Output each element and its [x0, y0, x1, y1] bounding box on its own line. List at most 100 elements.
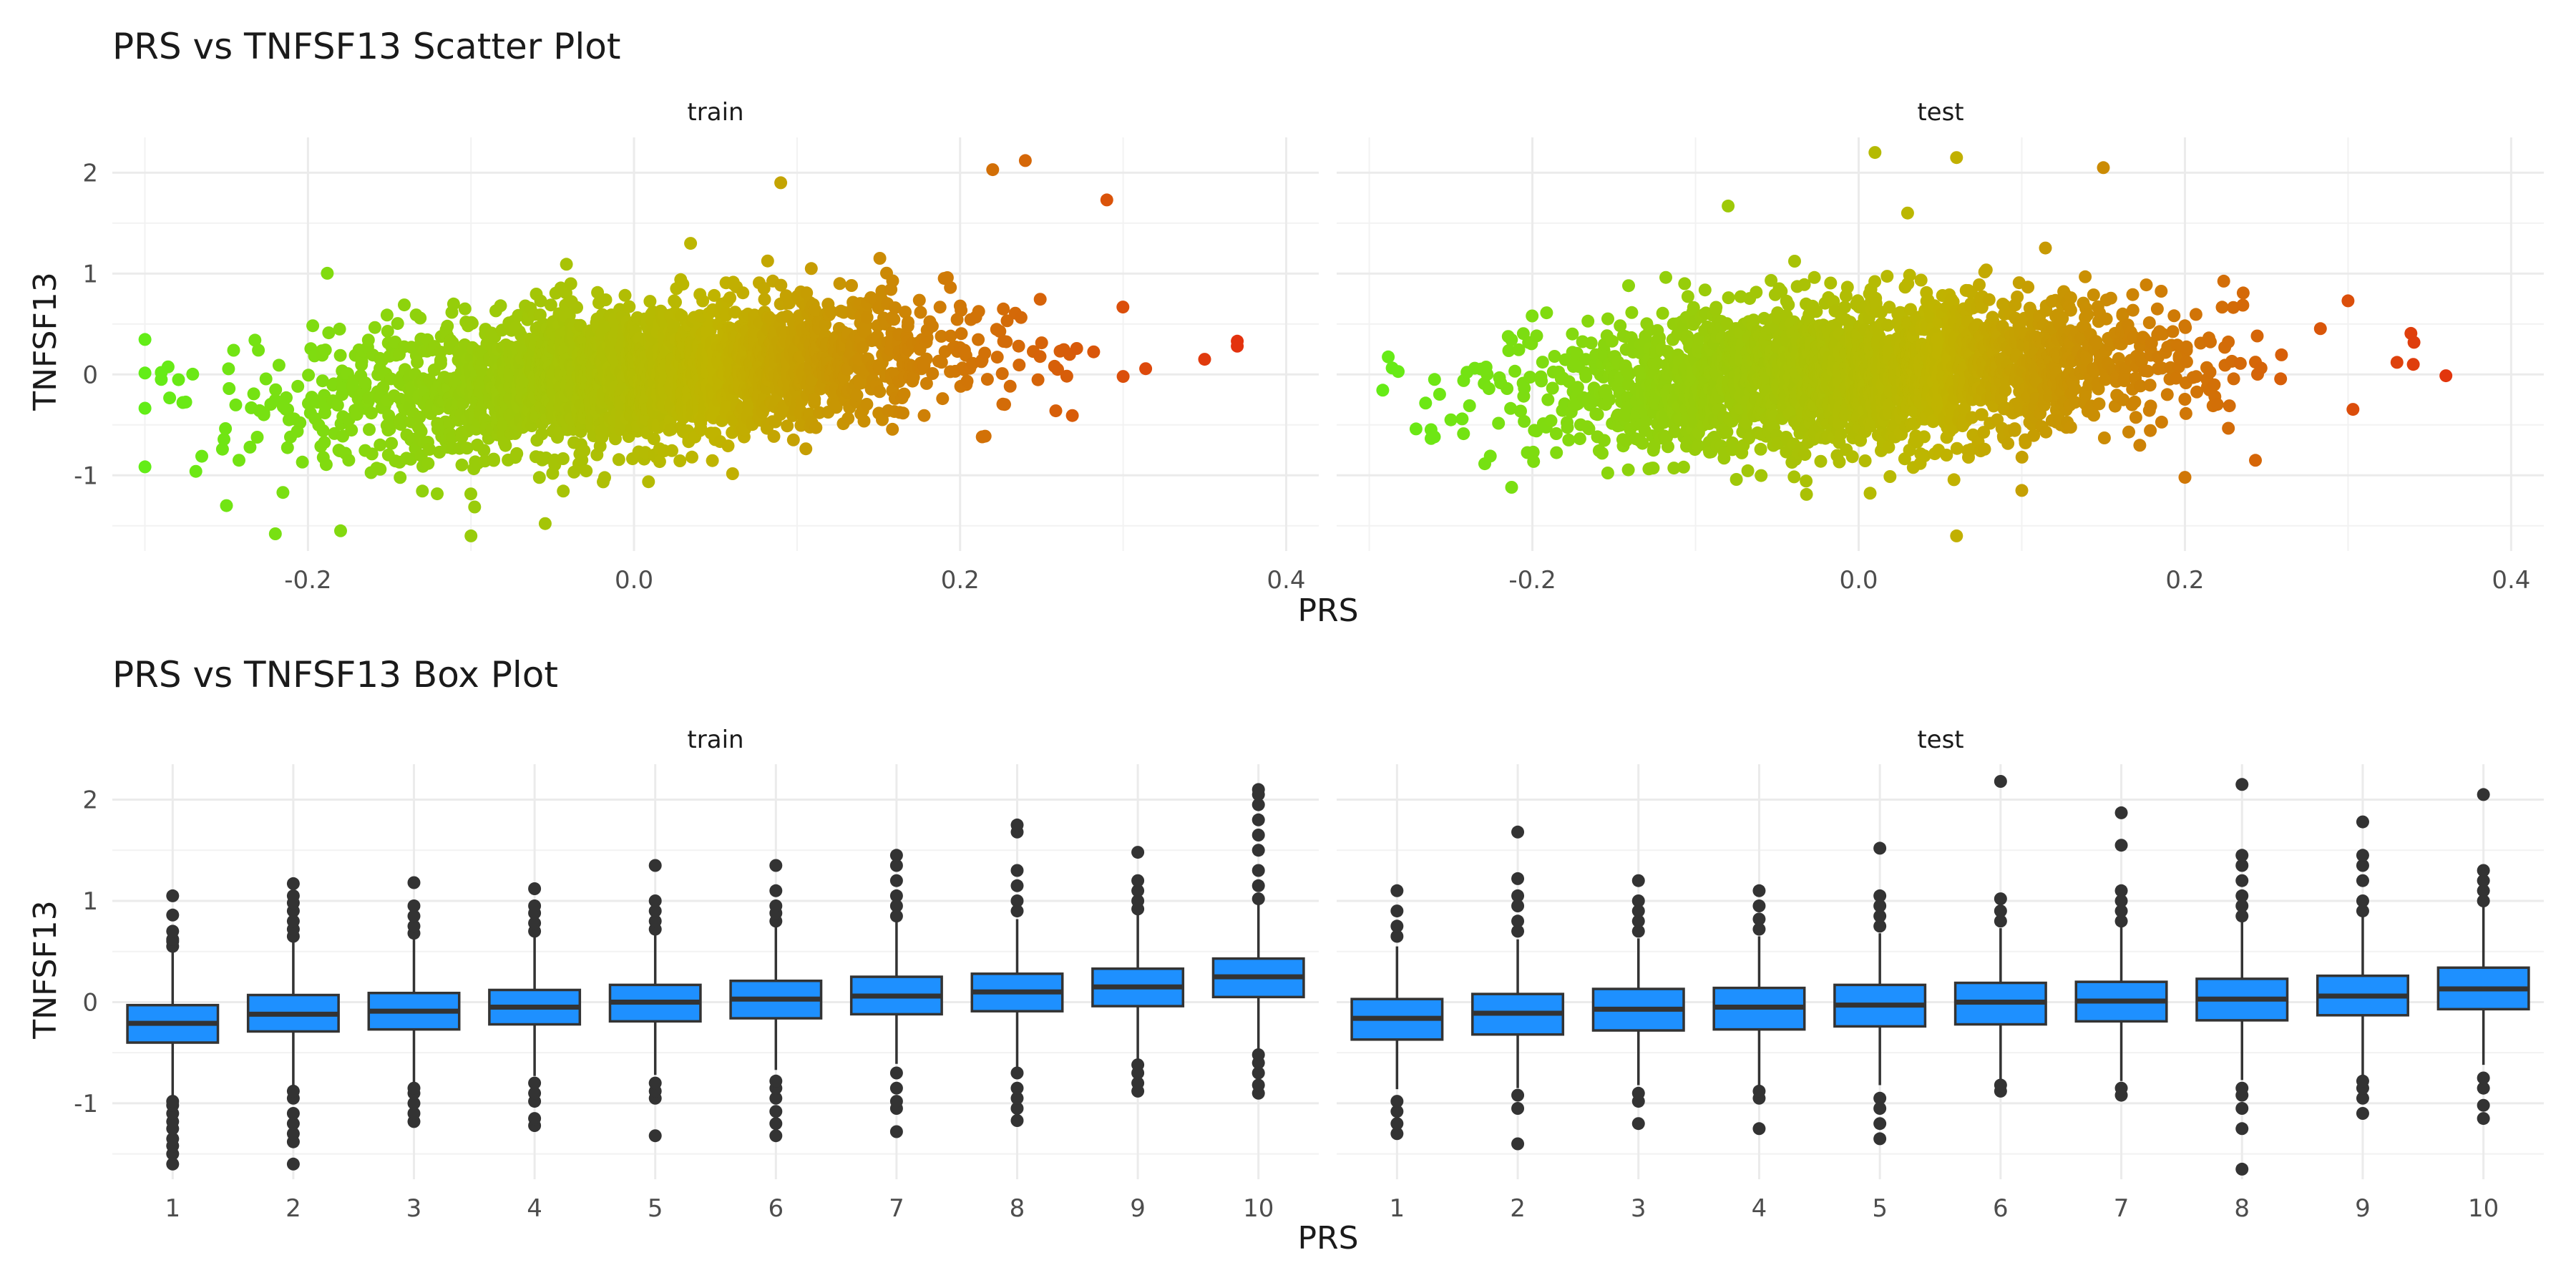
scatter-point [2039, 425, 2053, 439]
scatter-point [557, 484, 570, 498]
scatter-point [1566, 327, 1579, 341]
scatter-point [767, 429, 781, 443]
scatter-point [321, 266, 334, 280]
scatter-point [997, 302, 1010, 316]
scatter-point [1536, 356, 1549, 369]
scatter-point [1601, 467, 1614, 479]
scatter-point [331, 399, 344, 412]
scatter-point [138, 366, 152, 380]
scatter-point [669, 296, 682, 309]
scatter-point [886, 422, 899, 436]
scatter-point [1518, 381, 1531, 395]
scatter-point [413, 411, 426, 424]
scatter-point [1868, 275, 1882, 288]
scatter-point [318, 436, 331, 449]
scatter-point [736, 286, 750, 300]
scatter-point [358, 376, 372, 390]
scatter-point [1070, 342, 1083, 355]
scatter-point [907, 371, 920, 384]
scatter-point [376, 381, 390, 394]
scatter-point [612, 453, 625, 467]
scatter-point [1550, 446, 1563, 459]
scatter-point [380, 308, 394, 322]
scatter-point [538, 517, 552, 530]
scatter-point [912, 293, 926, 307]
scatter-point [1231, 334, 1244, 348]
scatter-point [995, 367, 1009, 381]
scatter-point [1579, 353, 1593, 366]
scatter-point [477, 444, 491, 457]
scatter-point [1591, 408, 1604, 421]
scatter-point [845, 279, 858, 292]
scatter-point [1755, 469, 1768, 482]
scatter-point [902, 316, 914, 329]
scatter-point [665, 444, 678, 457]
scatter-point [887, 313, 901, 326]
scatter-point [720, 400, 733, 414]
scatter-point [1526, 445, 1540, 459]
scatter-point [824, 305, 838, 318]
scatter-point [1581, 314, 1595, 328]
scatter-point [1800, 487, 1813, 501]
scatter-point [1060, 369, 1073, 383]
scatter-point [2008, 424, 2021, 437]
scatter-point [1798, 448, 1812, 462]
scatter-point [914, 306, 927, 319]
scatter-point [1530, 329, 1543, 343]
scatter-point [464, 487, 477, 501]
scatter-point [1765, 273, 1778, 287]
scatter-point [363, 423, 376, 436]
scatter-point [416, 484, 429, 498]
scatter-point [935, 356, 948, 369]
scatter-point [1480, 368, 1494, 381]
scatter-point [570, 301, 583, 314]
scatter-point [1681, 290, 1694, 303]
scatter-point [464, 529, 478, 542]
scatter-point [980, 373, 994, 386]
scatter-point [2011, 291, 2024, 303]
scatter-point [1720, 425, 1734, 439]
scatter-point [1514, 404, 1527, 418]
scatter-point [1797, 278, 1811, 291]
scatter-point [189, 464, 203, 478]
scatter-point [723, 291, 737, 305]
scatter-point [978, 429, 992, 443]
scatter-point [2001, 436, 2015, 450]
scatter-point [487, 454, 500, 467]
scatter-point [757, 282, 771, 295]
scatter-point [1978, 442, 1991, 456]
scatter-strip-train: train [687, 98, 743, 127]
scatter-strip-test: test [1917, 98, 1963, 127]
scatter-point [1582, 422, 1596, 436]
scatter-point [833, 277, 847, 291]
scatter-point [1698, 283, 1712, 297]
scatter-point [1463, 399, 1476, 412]
scatter-point [1051, 363, 1064, 376]
scatter-point [1838, 301, 1851, 314]
scatter-point [936, 392, 950, 406]
scatter-point [1650, 356, 1664, 370]
scatter-point [342, 454, 356, 467]
scatter-point [623, 300, 636, 313]
scatter-y-tick-label: 0 [82, 361, 98, 389]
scatter-point [1662, 440, 1674, 454]
scatter-point [423, 443, 436, 456]
scatter-point [259, 372, 273, 386]
scatter-point [333, 322, 346, 336]
scatter-point [499, 439, 512, 452]
scatter-point [1979, 263, 1993, 277]
scatter-y-tick-label: 2 [82, 159, 98, 187]
scatter-y-tick-label: 1 [82, 260, 98, 288]
scatter-point [1546, 381, 1559, 395]
scatter-point [252, 343, 265, 357]
scatter-point [1505, 481, 1518, 494]
scatter-point [774, 176, 788, 190]
scatter-point [269, 383, 283, 396]
scatter-point [888, 301, 902, 315]
scatter-point [138, 460, 152, 474]
scatter-point [411, 356, 424, 369]
scatter-point [935, 330, 948, 343]
scatter-x-tick-label: 0.2 [941, 566, 980, 595]
scatter-point [458, 302, 472, 316]
